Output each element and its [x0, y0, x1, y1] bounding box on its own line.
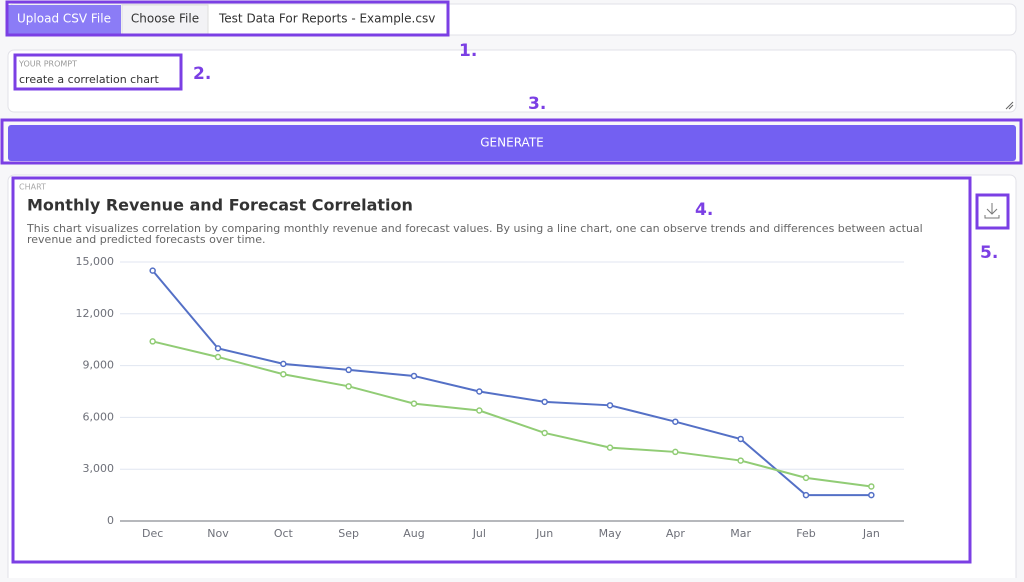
x-tick-label: Nov: [207, 527, 229, 540]
file-name: Test Data For Reports - Example.csv: [218, 12, 435, 26]
point: [541, 429, 548, 437]
series-line: [152, 340, 872, 488]
highlight-box: [13, 53, 183, 91]
x-tick-label: Jul: [472, 527, 486, 540]
chart-label: CHART: [19, 183, 46, 192]
x-tick-label: Aug: [403, 527, 424, 540]
upload-button[interactable]: [8, 5, 121, 34]
point: [802, 474, 810, 482]
point: [280, 360, 287, 368]
generate-label: GENERATE: [480, 136, 543, 150]
choose-label: Choose File: [131, 12, 199, 26]
series-line: [151, 269, 872, 497]
x-tick-label: Feb: [796, 527, 815, 540]
download-icon: [984, 203, 1000, 219]
x-tick-label: Jun: [535, 527, 553, 540]
upload-label: Upload CSV File: [17, 12, 111, 26]
point: [280, 370, 287, 378]
point: [214, 353, 222, 361]
annotation: 5.: [980, 243, 998, 263]
point: [345, 366, 352, 374]
x-tick-label: Sep: [338, 527, 359, 540]
point: [476, 407, 483, 414]
annotation: 3.: [528, 94, 546, 114]
annotation: 4.: [695, 200, 713, 220]
y-tick-label: 15,000: [76, 255, 115, 268]
point: [541, 398, 548, 406]
point: [606, 402, 614, 409]
highlight-box: [0, 118, 1023, 165]
point: [410, 372, 418, 380]
y-tick-label: 6,000: [83, 410, 115, 423]
annotation: 2.: [193, 64, 211, 84]
prompt-text: create a correlation chart: [19, 73, 159, 86]
x-tick-label: May: [599, 527, 622, 540]
point: [149, 338, 156, 345]
plot: 0 3,000 6,000 9,000 12,000 15,000 Dec Nov Oct Sep…: [76, 255, 904, 540]
x-tick-label: Dec: [142, 527, 163, 540]
y-tick-label: 0: [107, 514, 114, 527]
annotation: 1.: [459, 41, 477, 61]
point: [868, 483, 875, 490]
chart-title: Monthly Revenue and Forecast Correlation: [27, 196, 413, 215]
choose-file[interactable]: [121, 4, 209, 35]
chart-subtitle: This chart visualizes correlation by com…: [27, 223, 923, 246]
point: [149, 267, 156, 274]
x-tick-label: Mar: [730, 527, 751, 540]
prompt-label: YOUR PROMPT: [18, 60, 77, 69]
point: [410, 400, 418, 407]
x-tick-label: Apr: [666, 527, 686, 540]
point: [802, 491, 810, 499]
y-tick-label: 9,000: [83, 359, 115, 372]
point: [214, 345, 222, 352]
y-tick-label: 12,000: [76, 307, 115, 320]
resize-handle: [1005, 101, 1014, 110]
point: [672, 418, 679, 425]
point: [868, 491, 875, 499]
subtitle-box: This chart visualizes correlation by com…: [27, 223, 923, 246]
point: [672, 448, 679, 456]
x-tick-label: Oct: [274, 527, 294, 540]
highlight-box: [5, 0, 450, 37]
point: [345, 383, 352, 390]
point: [737, 457, 744, 464]
chart-card: [7, 174, 1017, 582]
x-tick-label: Jan: [862, 527, 880, 540]
download-button[interactable]: [975, 193, 1010, 230]
point: [606, 444, 614, 451]
highlight-box: [11, 176, 972, 564]
y-tick-label: 3,000: [83, 462, 115, 475]
point: [737, 435, 744, 443]
prompt-box[interactable]: [7, 49, 1017, 113]
point: [476, 388, 483, 395]
generate-button[interactable]: [8, 125, 1016, 161]
